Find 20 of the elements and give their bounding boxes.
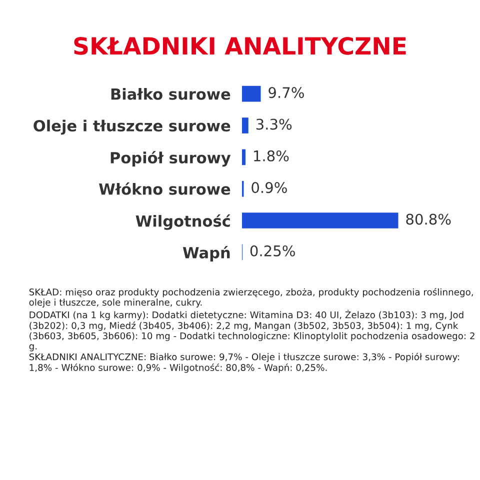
y-tick-label: Włókno surowe xyxy=(99,182,230,195)
data-label: 80.8% xyxy=(406,214,451,225)
chart-title: SKŁADNIKI ANALITYCZNE xyxy=(74,36,406,55)
data-label: 9.7% xyxy=(268,87,304,98)
y-tick-label: Wilgotność xyxy=(136,214,230,230)
data-label: 3.3% xyxy=(256,118,292,130)
y-tick-label: Popiół surowy xyxy=(110,151,231,167)
bar xyxy=(242,118,248,134)
data-label: 1.8% xyxy=(254,150,289,162)
y-tick-label: Oleje i tłuszcze surowe xyxy=(34,120,230,135)
text: DODATKI (na 1 kg karmy): Dodatki dietetyczne: Witamina D3: 40 UI, Żelazo (3b103): 3 mg, Jod (3b202): 0,3 mg, Miedź (3b405, 3b406): 2,2 mg, Mangan (3b502, 3b503, 3b504): 1 mg, Cynk (3b603, 3b605, 3b606): 10 mg - Dodatki technologiczne: Klinoptylolit pochodzenia osadowego: 2 g. xyxy=(29,310,474,352)
y-tick-label: Wapń xyxy=(182,246,230,262)
text: SKŁAD: mięso oraz produkty pochodzenia zwierzęcego, zboża, produkty pochodzenia roślinnego, oleje i tłuszcze, sole mineralne, cukry. xyxy=(29,288,473,308)
bar xyxy=(242,212,398,228)
y-tick-label: Białko surowe xyxy=(111,88,230,100)
text: SKŁADNIKI ANALITYCZNE: Białko surowe: 9,7% - Oleje i tłuszcze surowe: 3,3% - Popiół surowy: 1,8% - Włókno surowe: 0,9% - Wilgotność: 80,8% - Wapń: 0,25%. xyxy=(29,352,460,373)
bar xyxy=(242,86,261,102)
data-label: 0.9% xyxy=(252,182,287,194)
data-label: 0.25% xyxy=(250,245,295,256)
bar xyxy=(242,149,246,166)
